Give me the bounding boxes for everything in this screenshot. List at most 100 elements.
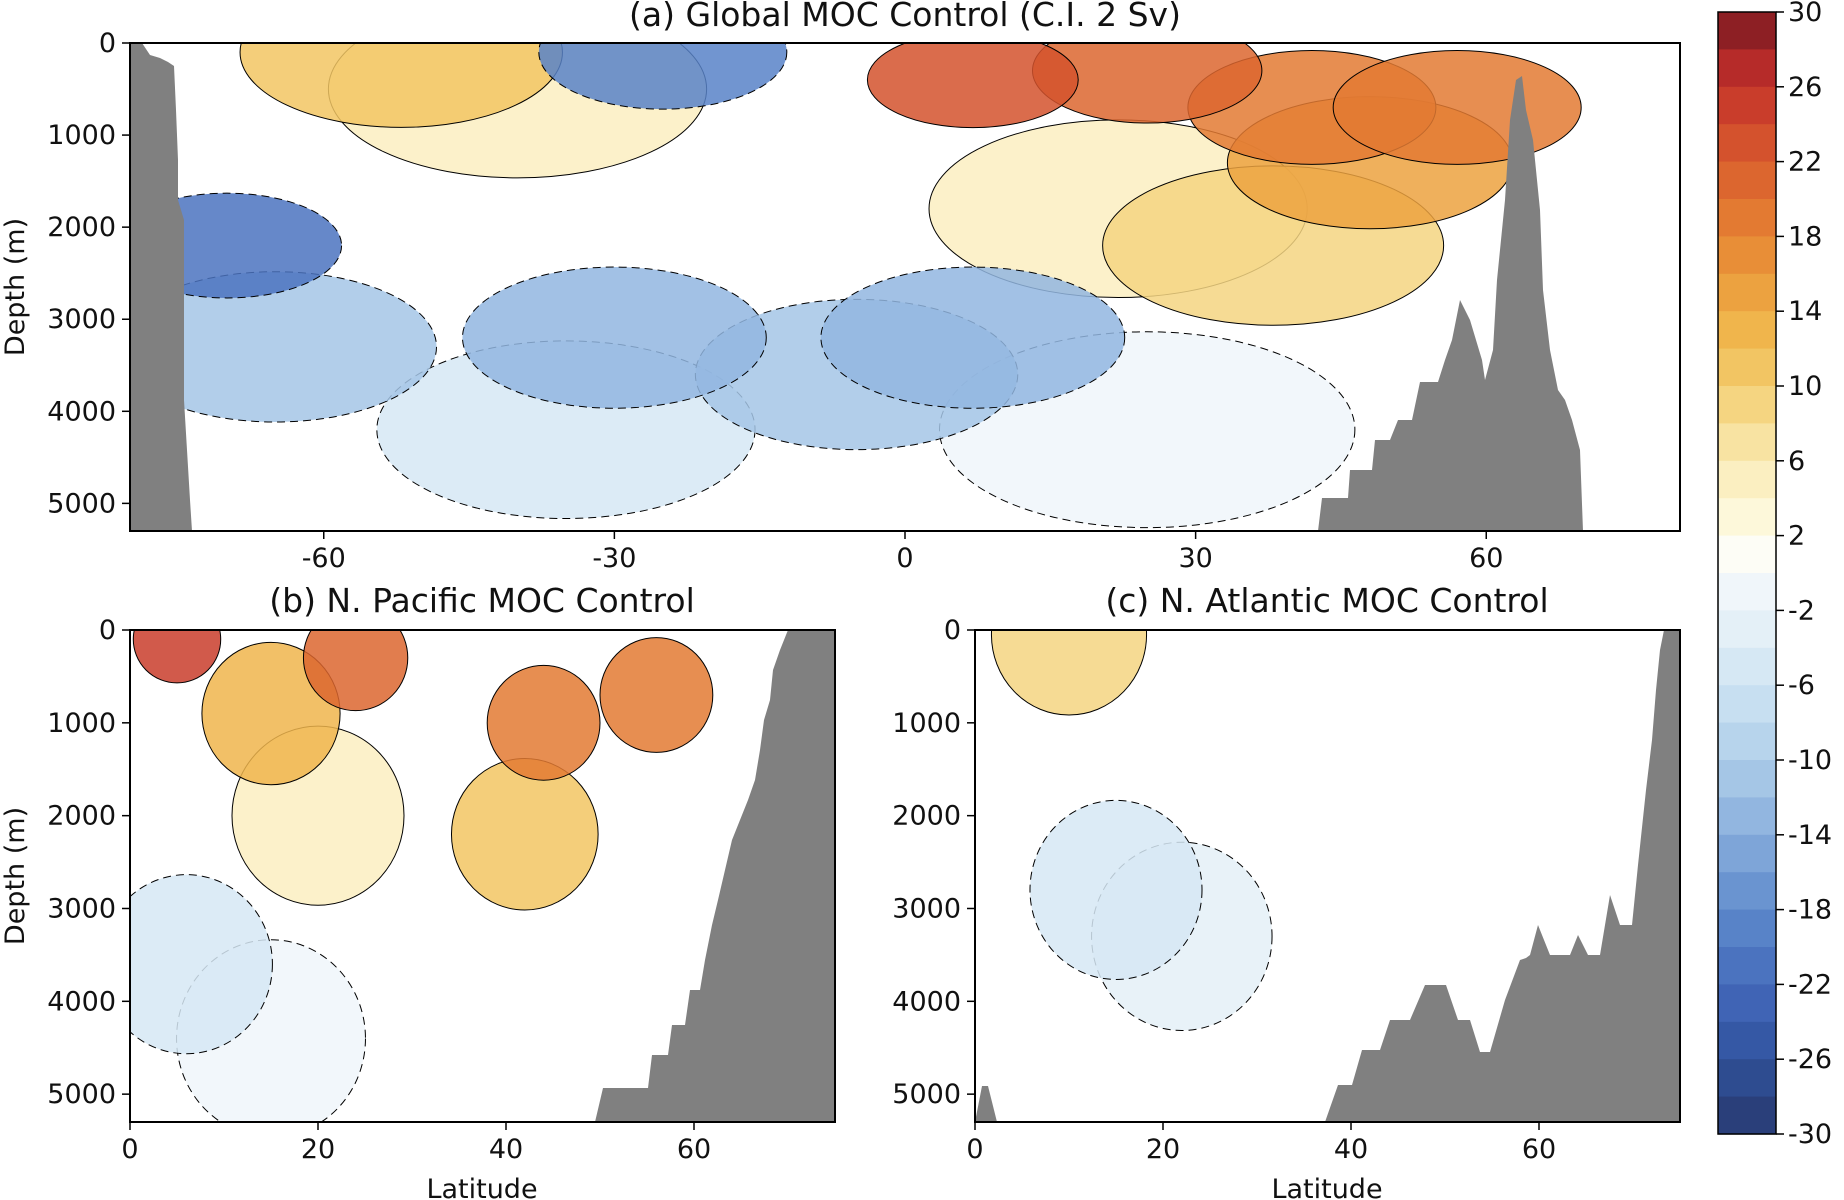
x-tick-label: 0 — [966, 1134, 983, 1165]
panel-a: (a) Global MOC Control (C.I. 2 Sv) -60 -3… — [0, 0, 1681, 574]
colorbar-swatch — [1718, 348, 1776, 387]
x-tick-label: 40 — [1334, 1134, 1368, 1165]
panel-a-land-mask — [130, 43, 1583, 531]
panel-c-frame — [974, 629, 1681, 1123]
colorbar-tick-label: -2 — [1788, 595, 1815, 626]
colorbar-swatch — [1718, 273, 1776, 312]
y-tick-label: 1000 — [47, 708, 116, 739]
colorbar-swatch — [1718, 947, 1776, 985]
panel-c-land-mask — [975, 630, 1680, 1122]
heatmap-cell — [1029, 799, 1203, 980]
colorbar-tick-label: 22 — [1788, 147, 1822, 178]
colorbar-tick-label: -22 — [1788, 969, 1832, 1000]
heatmap-cell — [132, 630, 222, 684]
x-tick-label: 20 — [1146, 1134, 1180, 1165]
colorbar-swatch — [1718, 460, 1776, 499]
y-tick-label: 0 — [944, 615, 961, 646]
colorbar-tick-label: -6 — [1788, 670, 1815, 701]
y-tick-label: 3000 — [47, 893, 116, 924]
colorbar-swatch — [1718, 311, 1776, 350]
colorbar-tick-label: 14 — [1788, 296, 1822, 327]
heatmap-cell — [201, 641, 341, 786]
colorbar-swatch — [1718, 797, 1776, 836]
panel-a-y-label: Depth (m) — [0, 218, 31, 356]
y-tick-label: 5000 — [47, 1079, 116, 1110]
colorbar-swatch — [1718, 49, 1776, 88]
panel-a-x-ticks: -60 -30 0 30 60 — [302, 531, 1503, 574]
colorbar-swatch — [1718, 236, 1776, 275]
colorbar-tick-label: 10 — [1788, 371, 1822, 402]
colorbar-swatch — [1718, 1059, 1776, 1098]
colorbar-ticks: 30 26 22 18 14 10 6 2 -2 -6 -10 -14 -18 -22 -26 -30 — [1776, 0, 1832, 1150]
y-tick-label: 3000 — [47, 304, 116, 335]
x-tick-label: 60 — [1469, 543, 1503, 574]
colorbar-swatch — [1718, 685, 1776, 724]
colorbar-swatch — [1718, 86, 1776, 125]
x-tick-label: 60 — [1522, 1134, 1556, 1165]
panel-c-x-ticks: 0 20 40 60 — [966, 1122, 1556, 1165]
heatmap-cell — [866, 43, 1079, 129]
panel-b-x-ticks: 0 20 40 60 — [121, 1122, 711, 1165]
y-tick-label: 5000 — [892, 1079, 961, 1110]
y-tick-label: 0 — [99, 615, 116, 646]
heatmap-cell — [599, 637, 714, 753]
y-tick-label: 4000 — [47, 396, 116, 427]
panel-b-x-label: Latitude — [426, 1174, 537, 1200]
colorbar-swatch — [1718, 386, 1776, 424]
colorbar-swatch — [1718, 1021, 1776, 1060]
colorbar-tick-label: 18 — [1788, 221, 1822, 252]
colorbar-tick-label: -30 — [1788, 1119, 1832, 1150]
panel-b-land-mask — [595, 630, 835, 1122]
y-tick-label: 2000 — [892, 801, 961, 832]
colorbar-swatch — [1718, 984, 1776, 1023]
x-tick-label: 0 — [121, 1134, 138, 1165]
panel-c-y-ticks: 0 1000 2000 3000 4000 5000 — [892, 615, 975, 1110]
colorbar-swatch — [1718, 909, 1776, 948]
heatmap-cell — [130, 874, 273, 1055]
panel-b-y-label: Depth (m) — [0, 807, 31, 945]
panel-b-title: (b) N. Pacific MOC Control — [269, 581, 695, 620]
x-tick-label: -60 — [302, 543, 346, 574]
colorbar-swatch — [1718, 722, 1776, 761]
panel-b-frame — [129, 629, 836, 1123]
colorbar-tick-label: -26 — [1788, 1044, 1832, 1075]
panel-c-title: (c) N. Atlantic MOC Control — [1105, 581, 1548, 620]
y-tick-label: 3000 — [892, 893, 961, 924]
colorbar-tick-label: -18 — [1788, 895, 1832, 926]
panel-c-x-label: Latitude — [1271, 1174, 1382, 1200]
colorbar-swatch — [1718, 760, 1776, 798]
colorbar-swatch — [1718, 1096, 1776, 1135]
panel-a-heatmap — [130, 43, 1582, 529]
panel-b: (b) N. Pacific MOC Control 0 20 40 60 0 1000… — [0, 581, 836, 1200]
colorbar-swatch — [1718, 199, 1776, 237]
colorbar-frame — [1717, 11, 1777, 1135]
colorbar-tick-label: 30 — [1788, 0, 1822, 28]
colorbar-swatch — [1718, 647, 1776, 686]
heatmap-cell — [990, 630, 1148, 716]
colorbar-swatch — [1718, 12, 1776, 50]
colorbar-swatch — [1718, 423, 1776, 462]
colorbar-swatch — [1718, 610, 1776, 649]
panel-c-heatmap — [990, 630, 1273, 1031]
colorbar-tick-label: 2 — [1788, 521, 1805, 552]
x-tick-label: 0 — [896, 543, 913, 574]
y-tick-label: 1000 — [47, 120, 116, 151]
colorbar-tick-label: 6 — [1788, 446, 1805, 477]
heatmap-cell — [820, 266, 1126, 409]
x-tick-label: 20 — [301, 1134, 335, 1165]
y-tick-label: 4000 — [47, 986, 116, 1017]
colorbar-swatch — [1718, 498, 1776, 537]
y-tick-label: 1000 — [892, 708, 961, 739]
colorbar-swatch — [1718, 834, 1776, 873]
heatmap-cell — [450, 757, 599, 911]
x-tick-label: 40 — [489, 1134, 523, 1165]
heatmap-cell — [1332, 50, 1582, 165]
colorbar-swatch — [1718, 535, 1776, 574]
panel-c: (c) N. Atlantic MOC Control 0 20 40 60 0 100… — [892, 581, 1681, 1200]
colorbar-swatch — [1718, 161, 1776, 200]
colorbar-tick-label: 26 — [1788, 72, 1822, 103]
colorbar-swatches — [1718, 12, 1776, 1135]
y-tick-label: 4000 — [892, 986, 961, 1017]
y-tick-label: 0 — [99, 28, 116, 59]
heatmap-cell — [461, 266, 767, 409]
